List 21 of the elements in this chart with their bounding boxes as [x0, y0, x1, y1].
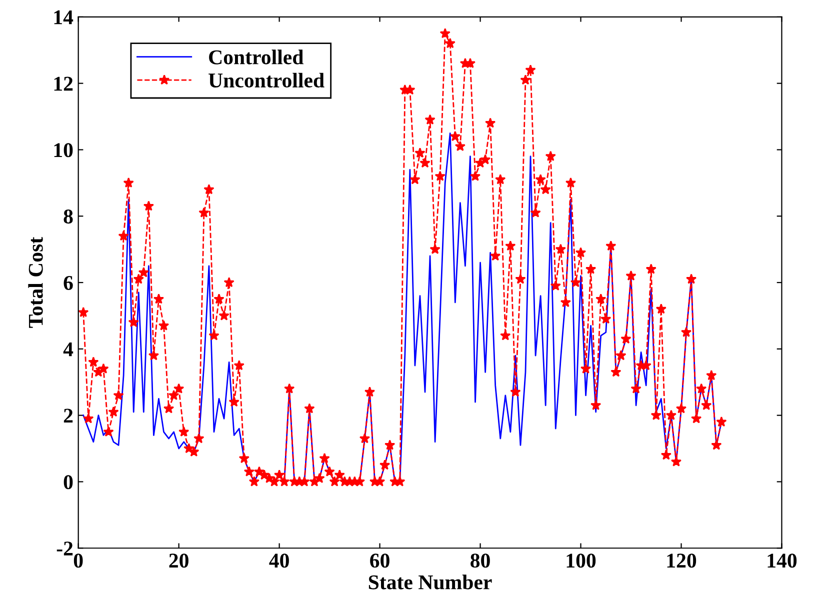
- y-axis-title: Total Cost: [28, 236, 43, 328]
- y-tick-label: 4: [63, 342, 74, 356]
- y-tick-label: 12: [54, 76, 73, 91]
- y-tick-label: 8: [64, 210, 73, 224]
- legend-label: Uncontrolled: [208, 72, 324, 88]
- x-tick-label: 120: [667, 554, 696, 568]
- x-tick-label: 100: [566, 554, 596, 568]
- y-tick-label: 10: [54, 143, 73, 158]
- x-tick-label: 80: [470, 554, 490, 568]
- x-tick-label: 20: [169, 554, 188, 568]
- y-tick-label: 6: [64, 276, 73, 290]
- x-tick-label: 0: [74, 554, 83, 568]
- y-tick-label: -2: [56, 542, 73, 556]
- x-tick-label: 60: [370, 554, 390, 568]
- x-tick-label: 40: [269, 554, 289, 568]
- x-tick-label: 140: [768, 554, 797, 568]
- y-tick-label: 14: [54, 10, 74, 24]
- y-tick-label: 2: [64, 408, 73, 423]
- y-tick-label: 0: [64, 475, 73, 490]
- x-axis-title: State Number: [368, 574, 492, 590]
- legend-label: Controlled: [209, 50, 304, 64]
